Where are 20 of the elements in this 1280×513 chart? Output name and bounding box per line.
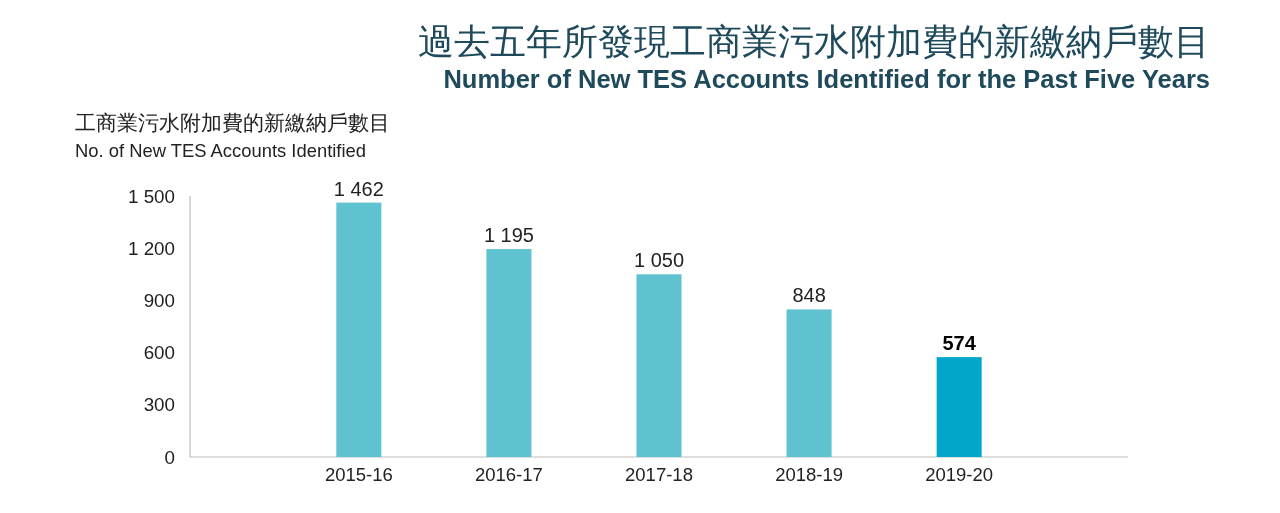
ytick: 300 xyxy=(143,394,175,416)
xtick: 2016-17 xyxy=(474,464,543,485)
xtick: 2018-19 xyxy=(775,464,844,485)
value-label: 1 050 xyxy=(633,249,685,272)
title: 過去五年所發現工商業污水附加費的新繳納戶數目 xyxy=(418,22,1210,62)
value-label: 1 462 xyxy=(333,177,384,200)
xtick: 2019-20 xyxy=(925,464,994,485)
xtick: 2015-16 xyxy=(324,464,393,485)
ytick: 1 500 xyxy=(128,185,175,207)
ytick: 900 xyxy=(143,289,175,311)
ylabel: No. of New TES Accounts Identified xyxy=(75,140,366,161)
xtick: 2017-18 xyxy=(625,464,693,485)
ylabel: 工商業污水附加費的新繳納戶數目 xyxy=(75,111,390,134)
value-label: 848 xyxy=(792,284,826,307)
ytick: 1 200 xyxy=(128,237,175,259)
ytick: 0 xyxy=(164,446,175,468)
ytick: 600 xyxy=(143,342,175,364)
subtitle: Number of New TES Accounts Identified for the Past Five Years xyxy=(443,65,1210,93)
value-label: 1 195 xyxy=(483,224,534,247)
value-label: 574 xyxy=(942,332,976,355)
